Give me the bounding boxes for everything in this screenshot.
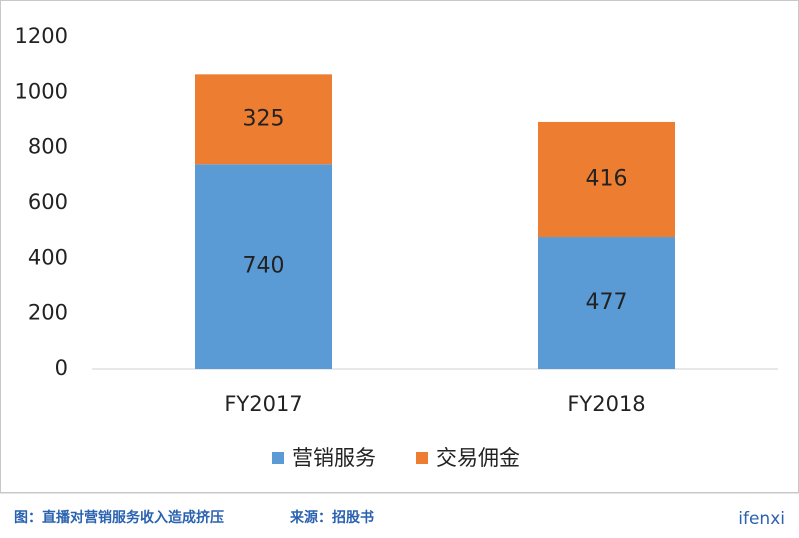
y-tick-label: 800: [28, 135, 68, 159]
chart-frame: [0, 0, 799, 493]
legend-swatch: [272, 452, 284, 464]
y-tick-label: 1200: [15, 24, 68, 48]
bar-segment: [538, 121, 675, 238]
footer-source: 来源：招股书: [289, 509, 374, 526]
y-tick-label: 600: [28, 190, 68, 214]
legend-swatch: [416, 452, 428, 464]
footer-logo: ifenxi: [738, 509, 785, 529]
data-label: 477: [586, 290, 628, 315]
y-tick-label: 200: [28, 301, 68, 325]
bar-segment: [195, 74, 332, 165]
data-label: 740: [243, 254, 285, 279]
legend-label: 营销服务: [292, 446, 376, 470]
bar-segment: [195, 164, 332, 369]
y-tick-label: 1000: [15, 79, 68, 103]
bar-segment: [538, 237, 675, 369]
y-tick-label: 400: [28, 245, 68, 269]
y-tick-label: 0: [55, 356, 68, 380]
footer-caption: 图：直播对营销服务收入造成挤压: [14, 509, 224, 526]
x-tick-label: FY2018: [567, 392, 645, 416]
data-label: 416: [586, 166, 628, 191]
x-tick-label: FY2017: [224, 392, 302, 416]
legend-label: 交易佣金: [436, 446, 520, 470]
data-label: 325: [243, 106, 285, 131]
